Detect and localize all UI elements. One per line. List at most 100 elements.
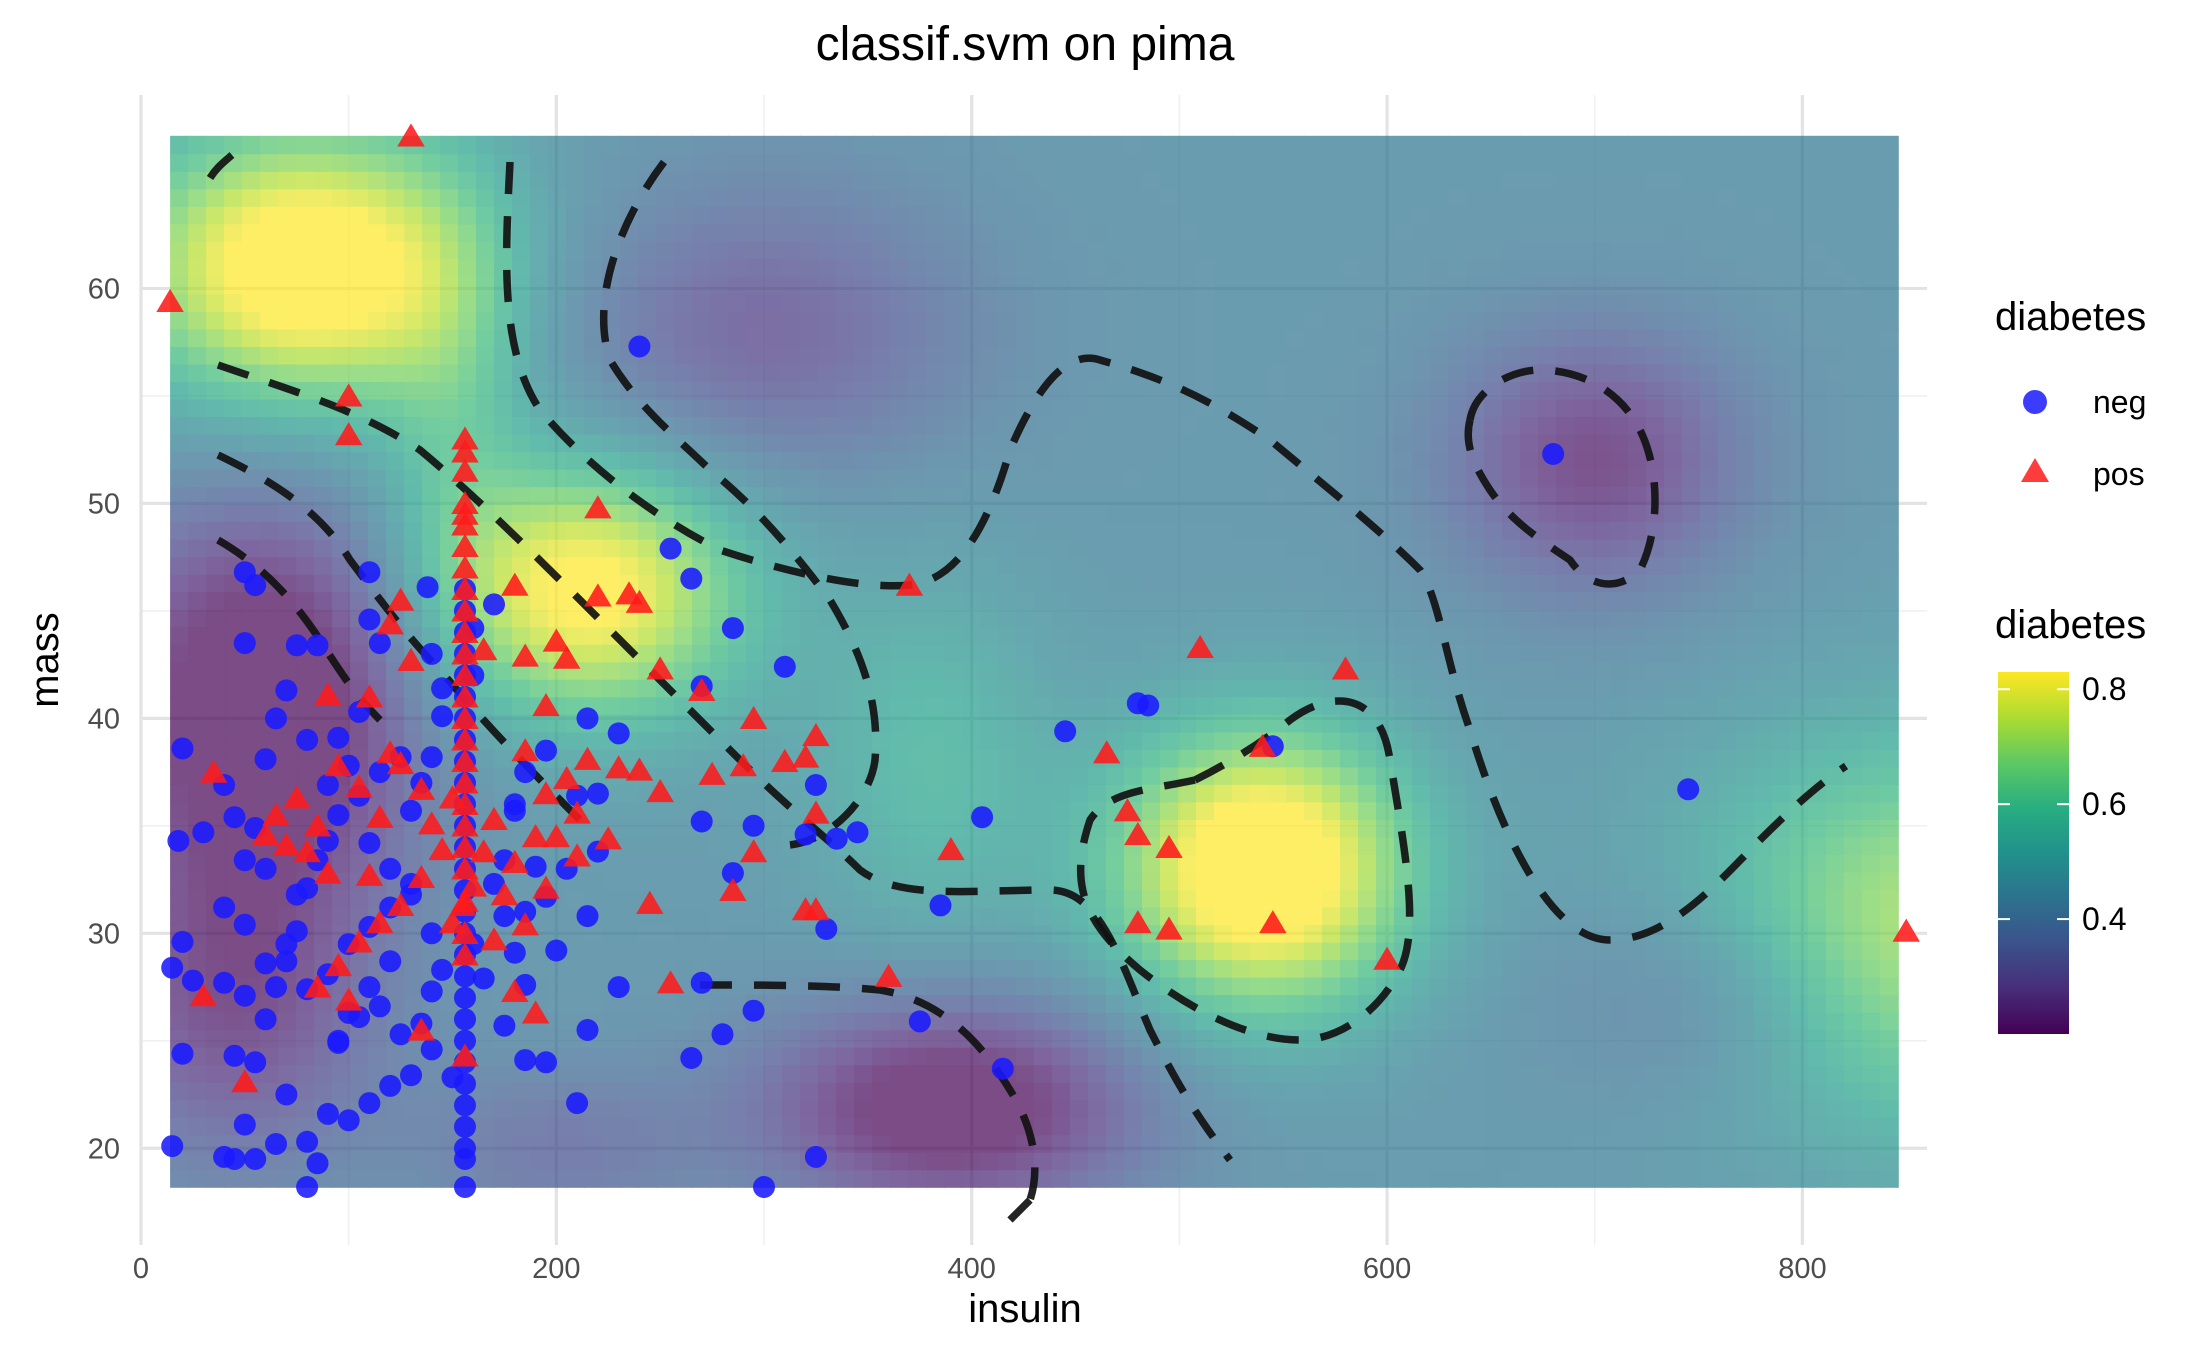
heatmap-cell [1592,643,1611,663]
heatmap-cell [854,959,873,978]
heatmap-cell [1825,836,1845,855]
heatmap-cell [170,661,189,680]
heatmap-cell [1502,889,1521,908]
heatmap-cell [1088,363,1107,382]
heatmap-cell [1520,311,1539,330]
heatmap-cell [1807,381,1827,400]
heatmap-cell [1124,941,1143,961]
heatmap-cell [1825,714,1845,733]
heatmap-cell [530,608,549,628]
heatmap-cell [1070,276,1089,295]
heatmap-cell [1286,1011,1305,1031]
heatmap-cell [1789,521,1809,540]
heatmap-cell [1286,398,1305,417]
heatmap-cell [1196,346,1215,365]
heatmap-cell [548,538,567,558]
heatmap-cell [314,346,333,365]
heatmap-cell [1627,451,1647,470]
heatmap-cell [1753,906,1773,926]
heatmap-cell [422,1134,441,1153]
heatmap-cell [260,503,279,523]
heatmap-cell [260,416,279,435]
heatmap-cell [1448,731,1467,750]
heatmap-cell [1627,836,1647,855]
heatmap-cell [1394,293,1413,312]
heatmap-cell [296,573,315,593]
heatmap-cell [404,521,423,540]
heatmap-cell [980,1081,999,1101]
heatmap-cell [1502,1134,1521,1153]
heatmap-cell [908,1134,927,1153]
heatmap-cell [998,784,1017,803]
heatmap-cell [1663,1029,1683,1048]
heatmap-cell [1645,363,1665,382]
heatmap-cell [1034,678,1053,698]
heatmap-cell [1304,346,1323,365]
heatmap-cell [422,328,441,347]
heatmap-cell [692,1116,711,1136]
heatmap-cell [1592,1046,1611,1066]
heatmap-cell [1771,696,1791,715]
heatmap-cell [404,696,423,715]
heatmap-cell [962,661,981,680]
heatmap-cell [1106,906,1125,926]
heatmap-cell [890,1046,909,1066]
chart-title: classif.svm on pima [816,18,1235,71]
heatmap-cell [1088,1011,1107,1031]
heatmap-cell [692,906,711,926]
heatmap-cell [1376,591,1395,610]
heatmap-cell [296,556,315,575]
heatmap-cell [242,381,261,400]
heatmap-cell [1376,1046,1395,1066]
heatmap-cell [476,503,495,523]
heatmap-cell [1466,854,1485,873]
heatmap-cell [1843,608,1863,628]
heatmap-cell [1394,1099,1413,1118]
heatmap-cell [998,591,1017,610]
heatmap-cell [1178,328,1197,347]
heatmap-cell [638,626,657,645]
heatmap-cell [1735,696,1755,715]
heatmap-cell [368,731,387,750]
heatmap-cell [1843,678,1863,698]
heatmap-cell [1789,678,1809,698]
heatmap-cell [1232,573,1251,593]
heatmap-cell [638,924,657,943]
heatmap-cell [1879,608,1899,628]
heatmap-cell [1484,381,1503,400]
heatmap-cell [944,486,963,505]
heatmap-cell [872,994,891,1013]
heatmap-cell [998,503,1017,523]
heatmap-cell [638,433,657,453]
heatmap-cell [350,819,369,838]
heatmap-cell [188,363,207,382]
heatmap-cell [1645,871,1665,890]
heatmap-cell [1358,416,1377,435]
heatmap-cell [656,714,675,733]
heatmap-cell [1412,1011,1431,1031]
heatmap-cell [1556,328,1575,347]
heatmap-cell [1250,994,1269,1013]
heatmap-cell [1124,433,1143,453]
heatmap-cell [1016,556,1035,575]
heatmap-cell [1879,1029,1899,1048]
heatmap-cell [584,556,603,575]
heatmap-cell [1304,976,1323,996]
heatmap-cell [656,293,675,312]
heatmap-cell [1610,1169,1629,1188]
heatmap-cell [260,486,279,505]
heatmap-cell [764,538,783,558]
heatmap-cell [692,994,711,1013]
heatmap-cell [746,503,765,523]
heatmap-cell [1088,608,1107,628]
heatmap-cell [386,836,405,855]
heatmap-cell [1610,714,1629,733]
heatmap-cell [584,959,603,978]
heatmap-cell [1340,1116,1359,1136]
heatmap-cell [1699,573,1719,593]
heatmap-cell [1484,889,1503,908]
heatmap-cell [1286,941,1305,961]
heatmap-cell [278,766,297,785]
heatmap-cell [1412,1046,1431,1066]
